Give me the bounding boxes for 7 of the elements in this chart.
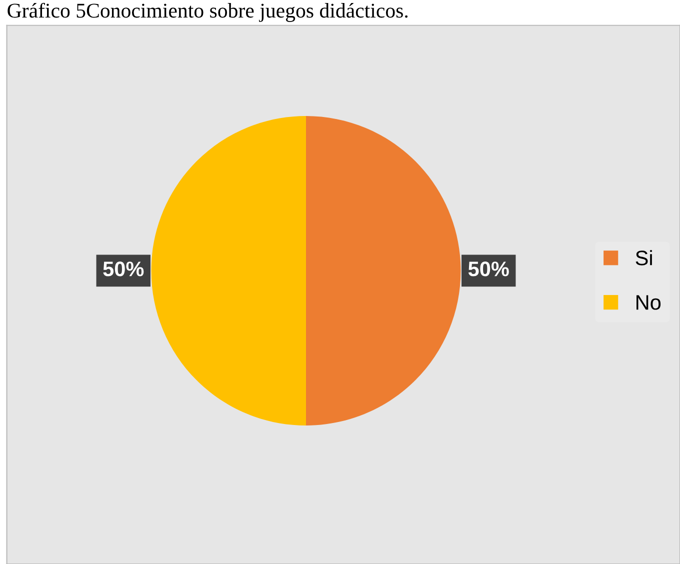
legend-label: Si [636,250,652,266]
pie-slice [151,116,306,426]
legend-label: No [636,295,661,310]
chart-title: Gráfico 5Conocimiento sobre juegos didácticos. [8,2,408,22]
data-label: 50% [103,262,144,276]
pie-slice [306,116,461,426]
data-label: 50% [468,262,509,276]
